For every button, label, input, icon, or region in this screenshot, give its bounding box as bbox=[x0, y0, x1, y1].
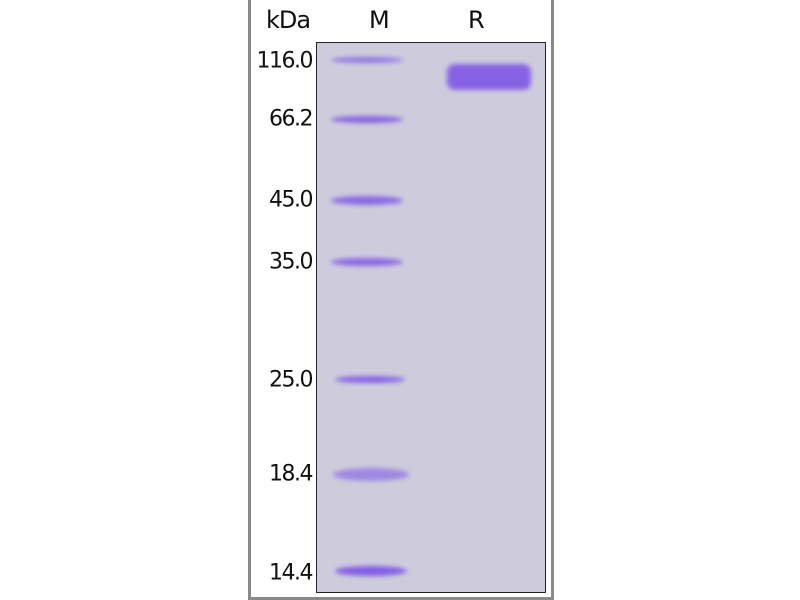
marker-weight-label: 18.4 bbox=[269, 461, 313, 487]
lane-label-m: M bbox=[369, 6, 390, 34]
gel bbox=[316, 42, 546, 593]
lane-label-r: R bbox=[468, 6, 485, 34]
marker-band bbox=[331, 258, 403, 266]
marker-band bbox=[331, 196, 403, 205]
marker-weight-label: 116.0 bbox=[256, 48, 314, 74]
marker-band bbox=[335, 376, 405, 383]
marker-band bbox=[331, 57, 403, 63]
sample-band bbox=[447, 64, 531, 90]
marker-weight-label: 14.4 bbox=[269, 560, 313, 586]
marker-band bbox=[333, 468, 409, 481]
marker-band bbox=[335, 566, 407, 576]
unit-label: kDa bbox=[266, 6, 311, 34]
marker-band bbox=[331, 116, 403, 123]
marker-weight-label: 35.0 bbox=[269, 249, 313, 275]
marker-weight-label: 66.2 bbox=[269, 106, 313, 132]
marker-weight-label: 25.0 bbox=[269, 367, 313, 393]
marker-weight-label: 45.0 bbox=[269, 187, 313, 213]
